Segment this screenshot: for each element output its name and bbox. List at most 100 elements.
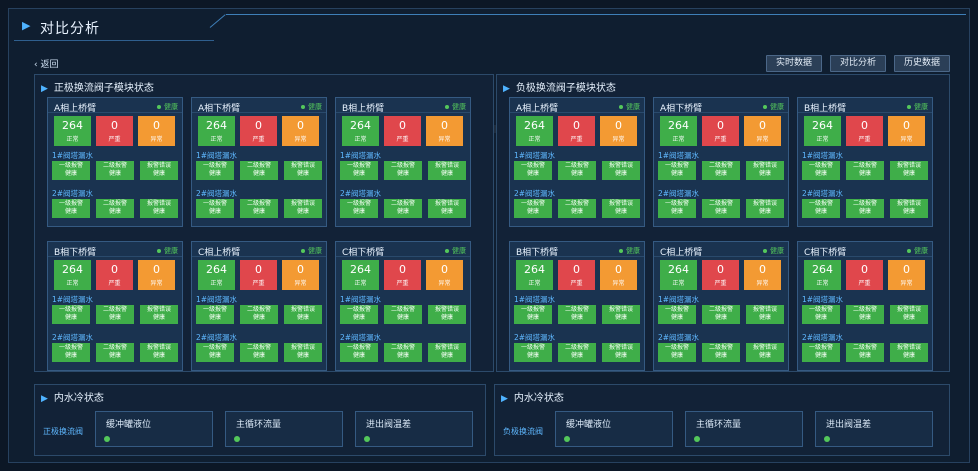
- alarm-chip[interactable]: 二级报警 健康: [384, 199, 422, 218]
- alarm-chip[interactable]: 报警错误 健康: [746, 161, 784, 180]
- bridge-arm-card[interactable]: B相下桥臂 健康 264 正常 0 严重 0 异常 1#阀塔漏水 一级报警 健康 二级报警 健康 报警错误…: [509, 241, 645, 371]
- cooling-metric-card[interactable]: 主循环流量: [225, 411, 343, 447]
- bridge-arm-card[interactable]: A相上桥臂 健康 264 正常 0 严重 0 异常 1#阀塔漏水 一级报警 健康 二级报警 健康 报警错误…: [47, 97, 183, 227]
- bridge-arm-card[interactable]: C相下桥臂 健康 264 正常 0 严重 0 异常 1#阀塔漏水 一级报警 健康 二级报警 健康 报警错误…: [797, 241, 933, 371]
- abnormal-count-box[interactable]: 0 异常: [282, 116, 319, 146]
- abnormal-count-box[interactable]: 0 异常: [426, 116, 463, 146]
- alarm-chip[interactable]: 报警错误 健康: [140, 199, 178, 218]
- severe-count-box[interactable]: 0 严重: [558, 260, 595, 290]
- history-data-button[interactable]: 历史数据: [893, 55, 950, 72]
- alarm-chip[interactable]: 二级报警 健康: [240, 343, 278, 362]
- abnormal-count-box[interactable]: 0 异常: [426, 260, 463, 290]
- severe-count-box[interactable]: 0 严重: [96, 116, 133, 146]
- normal-count-box[interactable]: 264 正常: [804, 116, 841, 146]
- alarm-chip[interactable]: 报警错误 健康: [428, 161, 466, 180]
- abnormal-count-box[interactable]: 0 异常: [600, 260, 637, 290]
- severe-count-box[interactable]: 0 严重: [558, 116, 595, 146]
- abnormal-count-box[interactable]: 0 异常: [888, 260, 925, 290]
- alarm-chip[interactable]: 报警错误 健康: [428, 305, 466, 324]
- alarm-chip[interactable]: 一级报警 健康: [658, 305, 696, 324]
- cooling-metric-card[interactable]: 进出阀温差: [815, 411, 933, 447]
- alarm-chip[interactable]: 一级报警 健康: [514, 161, 552, 180]
- normal-count-box[interactable]: 264 正常: [198, 116, 235, 146]
- alarm-chip[interactable]: 二级报警 健康: [558, 199, 596, 218]
- abnormal-count-box[interactable]: 0 异常: [600, 116, 637, 146]
- severe-count-box[interactable]: 0 严重: [702, 116, 739, 146]
- bridge-arm-card[interactable]: B相下桥臂 健康 264 正常 0 严重 0 异常 1#阀塔漏水 一级报警 健康 二级报警 健康 报警错误…: [47, 241, 183, 371]
- alarm-chip[interactable]: 二级报警 健康: [846, 343, 884, 362]
- alarm-chip[interactable]: 一级报警 健康: [52, 199, 90, 218]
- bridge-arm-card[interactable]: A相下桥臂 健康 264 正常 0 严重 0 异常 1#阀塔漏水 一级报警 健康 二级报警 健康 报警错误…: [653, 97, 789, 227]
- alarm-chip[interactable]: 报警错误 健康: [746, 199, 784, 218]
- severe-count-box[interactable]: 0 严重: [846, 116, 883, 146]
- severe-count-box[interactable]: 0 严重: [240, 116, 277, 146]
- back-button[interactable]: ‹ 返回: [34, 57, 59, 70]
- cooling-metric-card[interactable]: 进出阀温差: [355, 411, 473, 447]
- alarm-chip[interactable]: 一级报警 健康: [196, 199, 234, 218]
- alarm-chip[interactable]: 报警错误 健康: [746, 343, 784, 362]
- alarm-chip[interactable]: 二级报警 健康: [240, 305, 278, 324]
- alarm-chip[interactable]: 报警错误 健康: [602, 199, 640, 218]
- alarm-chip[interactable]: 报警错误 健康: [890, 161, 928, 180]
- cooling-metric-card[interactable]: 缓冲罐液位: [555, 411, 673, 447]
- alarm-chip[interactable]: 二级报警 健康: [846, 161, 884, 180]
- alarm-chip[interactable]: 一级报警 健康: [658, 343, 696, 362]
- alarm-chip[interactable]: 二级报警 健康: [702, 343, 740, 362]
- abnormal-count-box[interactable]: 0 异常: [282, 260, 319, 290]
- normal-count-box[interactable]: 264 正常: [516, 116, 553, 146]
- normal-count-box[interactable]: 264 正常: [804, 260, 841, 290]
- alarm-chip[interactable]: 报警错误 健康: [140, 305, 178, 324]
- normal-count-box[interactable]: 264 正常: [660, 116, 697, 146]
- alarm-chip[interactable]: 一级报警 健康: [196, 305, 234, 324]
- alarm-chip[interactable]: 报警错误 健康: [428, 199, 466, 218]
- alarm-chip[interactable]: 一级报警 健康: [802, 305, 840, 324]
- alarm-chip[interactable]: 二级报警 健康: [384, 343, 422, 362]
- abnormal-count-box[interactable]: 0 异常: [744, 116, 781, 146]
- alarm-chip[interactable]: 二级报警 健康: [384, 305, 422, 324]
- severe-count-box[interactable]: 0 严重: [846, 260, 883, 290]
- cooling-metric-card[interactable]: 缓冲罐液位: [95, 411, 213, 447]
- alarm-chip[interactable]: 报警错误 健康: [140, 343, 178, 362]
- alarm-chip[interactable]: 二级报警 健康: [96, 343, 134, 362]
- alarm-chip[interactable]: 二级报警 健康: [96, 305, 134, 324]
- normal-count-box[interactable]: 264 正常: [342, 260, 379, 290]
- bridge-arm-card[interactable]: C相上桥臂 健康 264 正常 0 严重 0 异常 1#阀塔漏水 一级报警 健康 二级报警 健康 报警错误…: [191, 241, 327, 371]
- alarm-chip[interactable]: 报警错误 健康: [140, 161, 178, 180]
- abnormal-count-box[interactable]: 0 异常: [138, 116, 175, 146]
- alarm-chip[interactable]: 一级报警 健康: [52, 161, 90, 180]
- alarm-chip[interactable]: 报警错误 健康: [284, 343, 322, 362]
- alarm-chip[interactable]: 报警错误 健康: [602, 305, 640, 324]
- alarm-chip[interactable]: 一级报警 健康: [340, 161, 378, 180]
- normal-count-box[interactable]: 264 正常: [342, 116, 379, 146]
- alarm-chip[interactable]: 一级报警 健康: [196, 161, 234, 180]
- abnormal-count-box[interactable]: 0 异常: [744, 260, 781, 290]
- bridge-arm-card[interactable]: B相上桥臂 健康 264 正常 0 严重 0 异常 1#阀塔漏水 一级报警 健康 二级报警 健康 报警错误…: [797, 97, 933, 227]
- alarm-chip[interactable]: 报警错误 健康: [890, 305, 928, 324]
- severe-count-box[interactable]: 0 严重: [702, 260, 739, 290]
- alarm-chip[interactable]: 一级报警 健康: [340, 199, 378, 218]
- alarm-chip[interactable]: 报警错误 健康: [284, 199, 322, 218]
- bridge-arm-card[interactable]: B相上桥臂 健康 264 正常 0 严重 0 异常 1#阀塔漏水 一级报警 健康 二级报警 健康 报警错误…: [335, 97, 471, 227]
- alarm-chip[interactable]: 二级报警 健康: [846, 305, 884, 324]
- alarm-chip[interactable]: 二级报警 健康: [558, 161, 596, 180]
- alarm-chip[interactable]: 二级报警 健康: [846, 199, 884, 218]
- alarm-chip[interactable]: 一级报警 健康: [802, 161, 840, 180]
- alarm-chip[interactable]: 报警错误 健康: [284, 161, 322, 180]
- normal-count-box[interactable]: 264 正常: [198, 260, 235, 290]
- bridge-arm-card[interactable]: C相下桥臂 健康 264 正常 0 严重 0 异常 1#阀塔漏水 一级报警 健康 二级报警 健康 报警错误…: [335, 241, 471, 371]
- alarm-chip[interactable]: 一级报警 健康: [658, 199, 696, 218]
- alarm-chip[interactable]: 报警错误 健康: [284, 305, 322, 324]
- normal-count-box[interactable]: 264 正常: [54, 260, 91, 290]
- compare-analysis-button[interactable]: 对比分析: [829, 55, 886, 72]
- abnormal-count-box[interactable]: 0 异常: [888, 116, 925, 146]
- alarm-chip[interactable]: 一级报警 健康: [514, 343, 552, 362]
- cooling-metric-card[interactable]: 主循环流量: [685, 411, 803, 447]
- alarm-chip[interactable]: 报警错误 健康: [428, 343, 466, 362]
- normal-count-box[interactable]: 264 正常: [516, 260, 553, 290]
- alarm-chip[interactable]: 报警错误 健康: [890, 343, 928, 362]
- alarm-chip[interactable]: 一级报警 健康: [52, 343, 90, 362]
- alarm-chip[interactable]: 二级报警 健康: [384, 161, 422, 180]
- alarm-chip[interactable]: 二级报警 健康: [702, 305, 740, 324]
- severe-count-box[interactable]: 0 严重: [384, 116, 421, 146]
- alarm-chip[interactable]: 一级报警 健康: [196, 343, 234, 362]
